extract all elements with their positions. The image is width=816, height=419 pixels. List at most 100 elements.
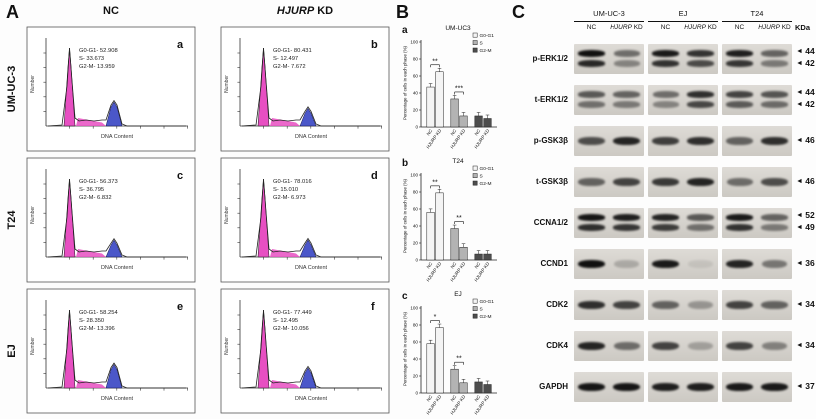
- blot-band: [577, 50, 606, 57]
- molecular-weight-marker-p-ERK1/2-44: ◄ 44: [796, 46, 815, 56]
- legend-label-G2-M: G2-M: [480, 181, 492, 187]
- blot-strip-CDK4-EJ: [648, 331, 718, 361]
- histogram-outline: [47, 309, 186, 389]
- lane-label-UM-UC-3-0: NC: [586, 24, 597, 31]
- significance-label: ***: [455, 85, 463, 92]
- blot-group-header-T24: T24: [750, 9, 764, 18]
- flow-stat-G2-M: G2-M- 6.973: [273, 195, 306, 201]
- bar-chart-c: c EJ 0 20 40 60 80 100 Percentage of cells in ea…: [400, 286, 500, 419]
- legend-swatch-G0-G1: [472, 32, 478, 38]
- bar-S-NC: [450, 98, 459, 128]
- legend-label-S: S: [480, 173, 483, 179]
- blot-band: [652, 101, 679, 108]
- left-arrow-icon: ◄: [796, 212, 803, 219]
- blot-band: [577, 224, 606, 231]
- y-tick-label: 100: [410, 40, 418, 45]
- histogram-outline: [47, 178, 186, 258]
- blot-band: [725, 383, 754, 391]
- subpanel-letter: e: [177, 301, 183, 313]
- molecular-weight-marker-p-GSK3β-46: ◄ 46: [796, 135, 815, 145]
- blot-group-underline: [722, 21, 792, 22]
- flow-stat-S: S- 12.495: [273, 318, 298, 324]
- lane-label-EJ-0: NC: [660, 24, 671, 31]
- flow-x-axis-label: DNA Content: [101, 265, 134, 271]
- y-tick-label: 20: [413, 241, 419, 246]
- blot-band: [726, 137, 753, 145]
- y-tick-label: 100: [410, 306, 418, 311]
- y-tick-label: 0: [415, 125, 418, 130]
- legend-label-G2-M: G2-M: [480, 48, 492, 54]
- flow-x-axis-label: DNA Content: [101, 396, 134, 402]
- blot-band: [686, 137, 715, 145]
- blot-strip-p-ERK1/2-UM-UC-3: [574, 44, 644, 74]
- blot-band: [577, 342, 606, 350]
- bar-G2-M-HJURP KD: [483, 118, 492, 128]
- blot-band: [725, 260, 754, 268]
- blot-band: [578, 101, 605, 108]
- blot-group-underline: [574, 21, 644, 22]
- blot-band: [726, 178, 753, 186]
- molecular-weight-marker-t-ERK1/2-42: ◄ 42: [796, 99, 815, 109]
- chart-title: EJ: [454, 291, 462, 298]
- molecular-weight-marker-t-GSK3β-46: ◄ 46: [796, 176, 815, 186]
- blot-band: [686, 101, 715, 108]
- blot-band: [687, 224, 714, 231]
- blot-band: [651, 224, 680, 231]
- blot-band: [613, 101, 640, 108]
- blot-row-label-p-ERK1/2: p-ERK1/2: [532, 54, 568, 63]
- flow-plot-a: G0-G1- 52.908 S- 33.673 G2-M- 13.959 a DNA C…: [26, 26, 196, 152]
- blot-strip-GAPDH-UM-UC-3: [574, 372, 644, 402]
- blot-band: [688, 342, 713, 350]
- blot-band: [687, 301, 714, 309]
- flow-plot-svg-a: G0-G1- 52.908 S- 33.673 G2-M- 13.959 a DNA C…: [26, 26, 196, 152]
- histogram-outline: [241, 309, 380, 389]
- legend-swatch-G2-M: [472, 47, 478, 53]
- y-tick-label: 60: [413, 340, 419, 345]
- blot-row-label-t-ERK1/2: t-ERK1/2: [534, 95, 568, 104]
- x-tick-label: NC: [426, 394, 434, 403]
- left-arrow-icon: ◄: [796, 89, 803, 96]
- left-arrow-icon: ◄: [796, 301, 803, 308]
- blot-band: [612, 214, 641, 221]
- lane-label-UM-UC-3-1: HJURP KD: [610, 24, 643, 31]
- left-arrow-icon: ◄: [796, 48, 803, 55]
- blot-band: [726, 101, 753, 108]
- significance-label: **: [456, 215, 462, 222]
- blot-band: [761, 214, 788, 221]
- flow-stat-G2-M: G2-M- 6.832: [79, 195, 112, 201]
- bar-S-HJURP KD: [459, 247, 468, 261]
- legend-swatch-G2-M: [472, 313, 478, 319]
- g2m-peak: [105, 101, 123, 127]
- x-tick-label: NC: [426, 261, 434, 270]
- blot-band: [652, 137, 679, 145]
- molecular-weight-marker-GAPDH-37: ◄ 37: [796, 381, 815, 391]
- bar-G0-G1-NC: [426, 86, 435, 128]
- flow-x-axis-label: DNA Content: [295, 134, 328, 140]
- g2m-peak: [105, 239, 123, 258]
- blot-band: [761, 260, 788, 268]
- flow-stat-S: S- 36.795: [79, 187, 104, 193]
- bar-G2-M-NC: [474, 381, 483, 394]
- bar-G2-M-HJURP KD: [483, 253, 492, 261]
- y-tick-label: 40: [413, 357, 419, 362]
- blot-row-label-t-GSK3β: t-GSK3β: [536, 177, 568, 186]
- blot-strip-p-GSK3β-UM-UC-3: [574, 126, 644, 156]
- molecular-weight-marker-CCNA1/2-52: ◄ 52: [796, 210, 815, 220]
- blot-strip-p-GSK3β-T24: [722, 126, 792, 156]
- chart-letter: a: [402, 25, 408, 36]
- blot-strip-CCND1-EJ: [648, 249, 718, 279]
- bar-S-NC: [450, 368, 459, 394]
- cell-line-label-T24: T24: [6, 210, 18, 230]
- blot-strip-CCND1-UM-UC-3: [574, 249, 644, 279]
- molecular-weight-marker-p-ERK1/2-42: ◄ 42: [796, 58, 815, 68]
- flow-stat-S: S- 15.010: [273, 187, 298, 193]
- lane-label-T24-1: HJURP KD: [758, 24, 791, 31]
- blot-band: [726, 91, 753, 98]
- lane-label-EJ-1: HJURP KD: [684, 24, 717, 31]
- legend-swatch-S: [472, 306, 478, 311]
- blot-strip-GAPDH-EJ: [648, 372, 718, 402]
- x-tick-label: NC: [450, 128, 458, 137]
- flow-x-axis-label: DNA Content: [101, 134, 134, 140]
- y-tick-label: 60: [413, 74, 419, 79]
